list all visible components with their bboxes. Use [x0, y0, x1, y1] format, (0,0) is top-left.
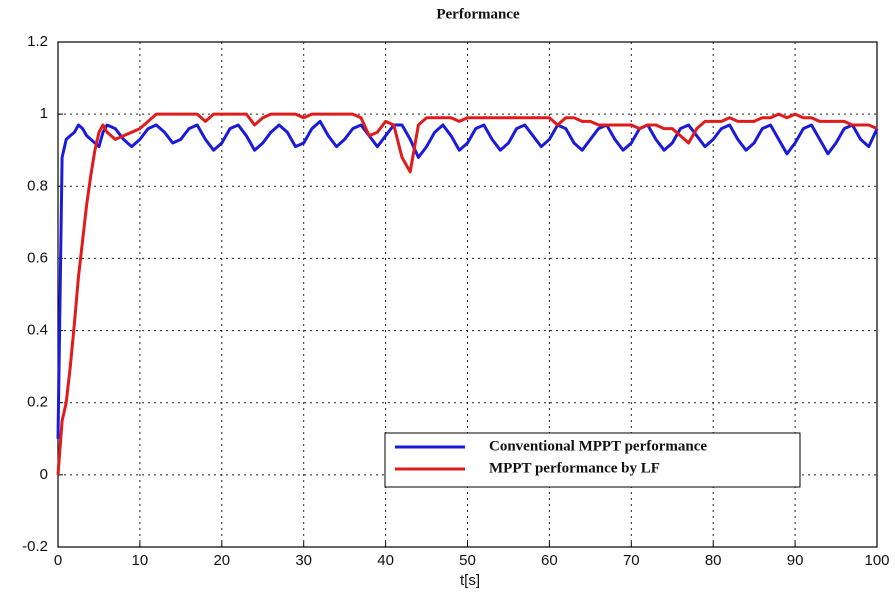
- x-tick-label: 60: [541, 552, 558, 569]
- x-tick-label: 50: [459, 552, 476, 569]
- series-line: [56, 119, 879, 439]
- y-tick-label: 0.8: [27, 177, 48, 194]
- x-tick-label: 10: [132, 552, 149, 569]
- legend: Conventional MPPT performance MPPT perfor…: [384, 432, 801, 488]
- chart-title: Performance: [436, 6, 520, 22]
- y-tick-label: 1: [40, 105, 48, 122]
- y-tick-label: 0.6: [27, 249, 48, 266]
- legend-label: MPPT performance by LF: [489, 460, 660, 476]
- y-tick-label: 0.2: [27, 394, 48, 411]
- y-tick-label: 1.2: [27, 33, 48, 50]
- y-tick-label: -0.2: [22, 538, 48, 555]
- y-tick-label: 0: [40, 466, 48, 483]
- legend-box: [384, 432, 801, 488]
- plot-frame: [57, 41, 878, 548]
- x-tick-label: 20: [213, 552, 230, 569]
- x-tick-label: 80: [705, 552, 722, 569]
- y-tick-label: 0.4: [27, 322, 48, 339]
- x-tick-label: 40: [377, 552, 394, 569]
- series-line: [56, 112, 878, 476]
- x-axis-label: t[s]: [460, 572, 480, 589]
- x-tick-label: 0: [54, 552, 62, 569]
- x-tick-label: 100: [864, 552, 889, 569]
- x-tick-label: 70: [623, 552, 640, 569]
- x-tick-label: 90: [787, 552, 804, 569]
- legend-label: Conventional MPPT performance: [489, 438, 707, 454]
- x-tick-label: 30: [295, 552, 312, 569]
